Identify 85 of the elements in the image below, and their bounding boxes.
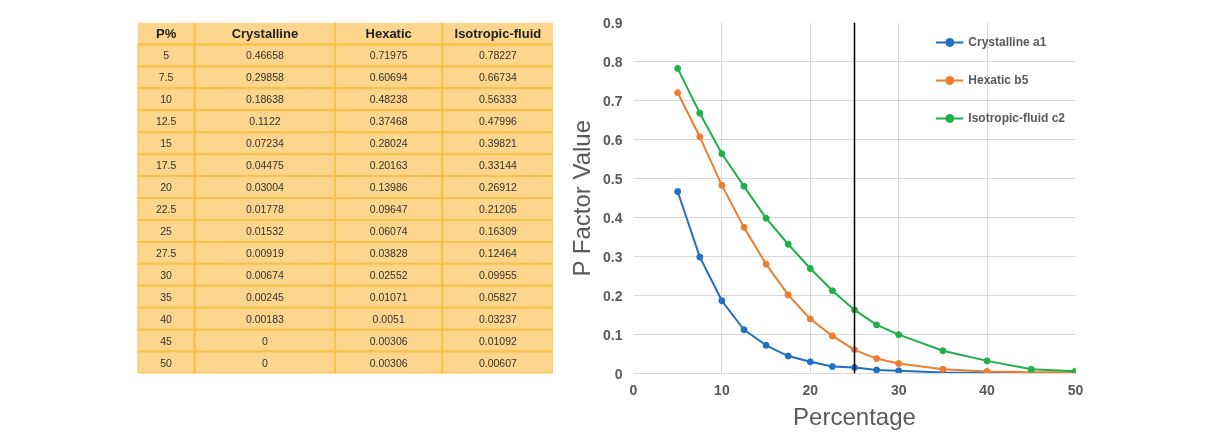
y-tick-label: 22.5 [155, 202, 177, 215]
data-label: 0.21205 [478, 202, 517, 215]
data-label: 0.28024 [369, 137, 408, 150]
data-label: 0.20163 [369, 159, 408, 172]
data-label: 0.00245 [245, 290, 285, 303]
y-tick-label: 0 [614, 365, 623, 382]
y-tick-label: 27.5 [155, 246, 177, 259]
y-tick-label: 10 [160, 93, 173, 106]
data-label: 0.09647 [369, 202, 408, 215]
data-label: 0.12464 [478, 246, 517, 259]
x-tick-label: 40 [979, 381, 996, 398]
data-label: 0.01071 [369, 290, 408, 303]
data-label: 0.13986 [369, 181, 408, 194]
data-label: 0.00607 [478, 356, 517, 369]
y-tick-label: 0.5 [603, 170, 623, 187]
data-label: 0.06074 [369, 224, 408, 237]
data-label: 0.1122 [249, 115, 281, 128]
y-tick-label: 12.5 [155, 115, 177, 128]
data-label: 0.00919 [245, 246, 285, 259]
y-tick-label: 20 [160, 181, 173, 194]
y-tick-label: 0.8 [603, 53, 623, 70]
x-tick-label: 20 [802, 381, 819, 398]
x-axis-title: Percentage [793, 402, 916, 430]
legend-label: Crystalline a1 [968, 35, 1047, 49]
data-label: 0.26912 [478, 181, 517, 194]
data-label: 0.56333 [478, 93, 517, 106]
data-label: 0.33144 [478, 159, 517, 172]
y-axis-title: P% [155, 25, 177, 41]
y-tick-label: 17.5 [155, 159, 177, 172]
y-tick-label: 35 [160, 290, 173, 303]
data-label: 0.01778 [245, 202, 285, 215]
y-tick-label: 0.3 [603, 248, 623, 265]
y-tick-label: 40 [160, 312, 173, 325]
legend-label: Hexatic b5 [968, 73, 1029, 87]
x-tick-label: Hexatic [365, 25, 412, 41]
y-tick-label: 25 [160, 224, 173, 237]
data-label: 0.48238 [369, 93, 408, 106]
data-label: 0.09955 [478, 268, 517, 281]
data-label: 0.03237 [478, 312, 517, 325]
x-tick-label: Isotropic-fluid [454, 25, 542, 41]
data-label: 0.16309 [478, 224, 517, 237]
y-tick-label: 15 [160, 137, 173, 150]
data-label: 0.47996 [478, 115, 517, 128]
data-label: 0.00674 [245, 268, 285, 281]
data-label: 0.00306 [369, 334, 408, 347]
y-tick-label: 0.6 [603, 131, 623, 148]
y-tick-label: 0.1 [603, 326, 623, 343]
data-label: 0.03828 [369, 246, 408, 259]
data-label: 0.02552 [369, 268, 408, 281]
data-label: 0.39821 [478, 137, 517, 150]
data-label: 0.01092 [478, 334, 517, 347]
data-label: 0.29858 [245, 71, 285, 84]
x-tick-label: 10 [714, 381, 730, 398]
data-label: 0.37468 [369, 115, 408, 128]
data-label: 0.04475 [245, 159, 285, 172]
data-label: 0.03004 [245, 181, 285, 194]
y-tick-label: 0.4 [603, 209, 623, 226]
y-tick-label: 5 [163, 49, 170, 62]
data-label: 0.00183 [245, 312, 285, 325]
y-tick-label: 50 [160, 356, 173, 369]
data-label: 0.01532 [245, 224, 285, 237]
y-tick-label: 0.9 [603, 14, 623, 31]
x-tick-label: 0 [629, 381, 638, 398]
data-label: 0.0051 [372, 312, 405, 325]
data-label: 0.78227 [478, 49, 517, 62]
data-label: 0.46658 [245, 49, 285, 62]
data-label: 0.66734 [478, 71, 517, 84]
y-tick-label: 0.2 [603, 287, 623, 304]
data-label: 0 [261, 356, 268, 369]
y-tick-label: 7.5 [158, 71, 174, 84]
data-label: 0.05827 [478, 290, 517, 303]
y-axis-title: P Factor Value [568, 119, 596, 277]
data-label: 0.71975 [369, 49, 408, 62]
legend-label: Isotropic-fluid c2 [968, 111, 1065, 125]
y-tick-label: 30 [160, 268, 173, 281]
data-label: 0.60694 [369, 71, 408, 84]
x-tick-label: Crystalline [231, 25, 299, 41]
data-label: 0 [261, 334, 268, 347]
x-tick-label: 30 [890, 381, 907, 398]
data-label: 0.07234 [245, 137, 285, 150]
data-label: 0.00306 [369, 356, 408, 369]
data-label: 0.18638 [245, 93, 285, 106]
y-tick-label: 0.7 [603, 92, 623, 109]
y-tick-label: 45 [160, 334, 173, 347]
x-tick-label: 50 [1067, 381, 1084, 398]
